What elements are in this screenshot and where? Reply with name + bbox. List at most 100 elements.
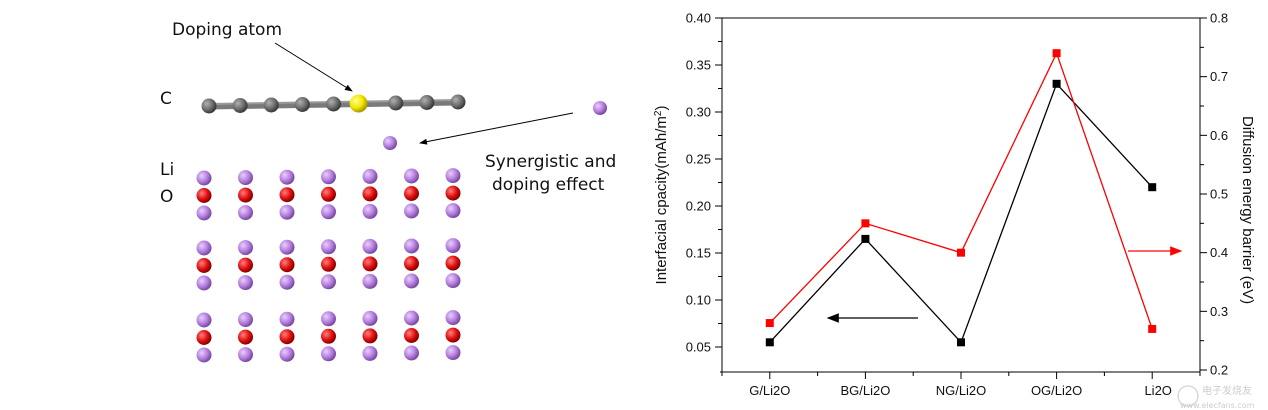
y-tick-label-right: 0.3 <box>1210 304 1228 319</box>
o-atom <box>238 329 253 345</box>
barrier-data-point <box>861 219 870 228</box>
li-atom <box>321 274 336 290</box>
o-atom <box>362 328 378 344</box>
o-atom <box>279 187 295 203</box>
y-tick-label-right: 0.7 <box>1210 69 1228 84</box>
li-atom <box>238 275 253 291</box>
y-tick-label-right: 0.2 <box>1210 363 1228 378</box>
barrier-series-line <box>769 51 1153 330</box>
carbon-atom <box>201 98 217 114</box>
li-atom <box>196 240 212 256</box>
li-atom <box>362 238 378 254</box>
li-atom <box>196 275 212 291</box>
li-atom <box>321 311 336 327</box>
li-atom <box>321 204 336 220</box>
o-atom <box>404 186 419 201</box>
dopant-atom <box>349 94 368 113</box>
x-tick-label: Li2O <box>1144 383 1171 398</box>
synergistic-label-line2: doping effect <box>492 175 605 195</box>
chart-axes: 0.05 0.10 0.15 0.20 0.25 0.30 0.35 0.40 0.2 0.3 0.… <box>686 11 1228 399</box>
y-axis-title-left: Interfacial cpacity(mAh/m2) <box>653 106 671 285</box>
barrier-data-point <box>957 248 965 257</box>
y-tick-label-right: 0.4 <box>1210 245 1228 260</box>
li-atom <box>362 203 378 219</box>
y-tick-label-right: 0.6 <box>1210 128 1228 143</box>
incoming-li-atom <box>593 101 607 115</box>
y-tick-label-right: 0.5 <box>1210 187 1228 202</box>
li-atom <box>404 168 419 184</box>
carbon-atom <box>388 95 404 111</box>
lithium-label: Li <box>160 160 174 180</box>
dual-axis-line-chart: 0.05 0.10 0.15 0.20 0.25 0.30 0.35 0.40 0.2 0.3 0.… <box>653 11 1257 410</box>
o-atom <box>404 256 419 271</box>
li-atom <box>404 238 419 254</box>
li-atom <box>238 312 253 328</box>
synergistic-arrow <box>419 112 574 145</box>
y-tick-label-left: 0.30 <box>686 105 711 120</box>
li-atom <box>279 346 295 362</box>
o-atom <box>362 186 378 202</box>
li-atom <box>362 345 378 361</box>
li-atom <box>321 169 336 185</box>
capacity-data-point <box>957 338 965 347</box>
li-atom <box>362 273 378 289</box>
carbon-atom <box>326 96 341 112</box>
watermark-text: 电子发烧友 <box>1202 384 1252 397</box>
x-tick-label: BG/Li2O <box>840 383 890 398</box>
li-atom <box>445 273 461 289</box>
capacity-data-point <box>765 338 774 347</box>
li-atom <box>238 347 253 363</box>
o-atom <box>196 188 212 203</box>
li-atom <box>196 347 212 363</box>
atomic-structure-illustration: Doping atom C Li O Synergistic and dopin… <box>160 20 616 363</box>
graphene-layer <box>201 94 466 114</box>
carbon-atom <box>263 97 279 113</box>
y-tick-label-left: 0.15 <box>686 246 711 261</box>
li-atom <box>445 203 461 219</box>
barrier-data-point <box>1148 324 1157 333</box>
x-tick-label: NG/Li2O <box>936 383 987 398</box>
o-atom <box>321 328 336 344</box>
li-atom <box>279 311 295 327</box>
li-atom <box>279 169 295 185</box>
y-tick-label-right: 0.8 <box>1210 11 1228 26</box>
o-atom <box>279 257 295 273</box>
capacity-data-point <box>1052 79 1061 88</box>
o-atom <box>362 256 378 272</box>
li-atom <box>321 239 336 255</box>
li-atom <box>321 346 336 362</box>
carbon-atom <box>419 95 435 110</box>
capacity-series-line <box>769 82 1153 344</box>
barrier-data-point <box>765 319 774 328</box>
li-atom <box>404 345 419 361</box>
y-tick-label-left: 0.05 <box>686 340 711 355</box>
o-atom <box>321 256 336 272</box>
li-atom <box>238 205 253 221</box>
li-atom <box>196 170 212 186</box>
o-atom <box>196 330 212 345</box>
li-atom <box>238 170 253 186</box>
li-atom <box>445 238 461 254</box>
li-atom <box>404 203 419 219</box>
li-atom <box>445 345 461 361</box>
li-atom <box>196 205 212 221</box>
intercalated-li-atom <box>383 136 397 150</box>
o-atom <box>445 327 461 343</box>
o-atom <box>445 255 461 271</box>
carbon-atom <box>232 98 248 113</box>
carbon-atom <box>450 94 466 110</box>
o-atom <box>321 186 336 202</box>
li-atom <box>362 168 378 184</box>
y-tick-label-left: 0.10 <box>686 293 711 308</box>
watermark-url: www.elecfans.com <box>1180 401 1255 410</box>
li-atom <box>238 240 253 256</box>
doping-atom-arrow <box>274 42 353 92</box>
li-atom <box>445 168 461 184</box>
y-tick-label-left: 0.25 <box>686 152 711 167</box>
li-atom <box>445 310 461 326</box>
li-atom <box>196 312 212 328</box>
o-atom <box>238 187 253 203</box>
y-tick-label-left: 0.20 <box>686 199 711 214</box>
carbon-label: C <box>160 89 172 109</box>
doping-atom-label: Doping atom <box>172 20 282 40</box>
